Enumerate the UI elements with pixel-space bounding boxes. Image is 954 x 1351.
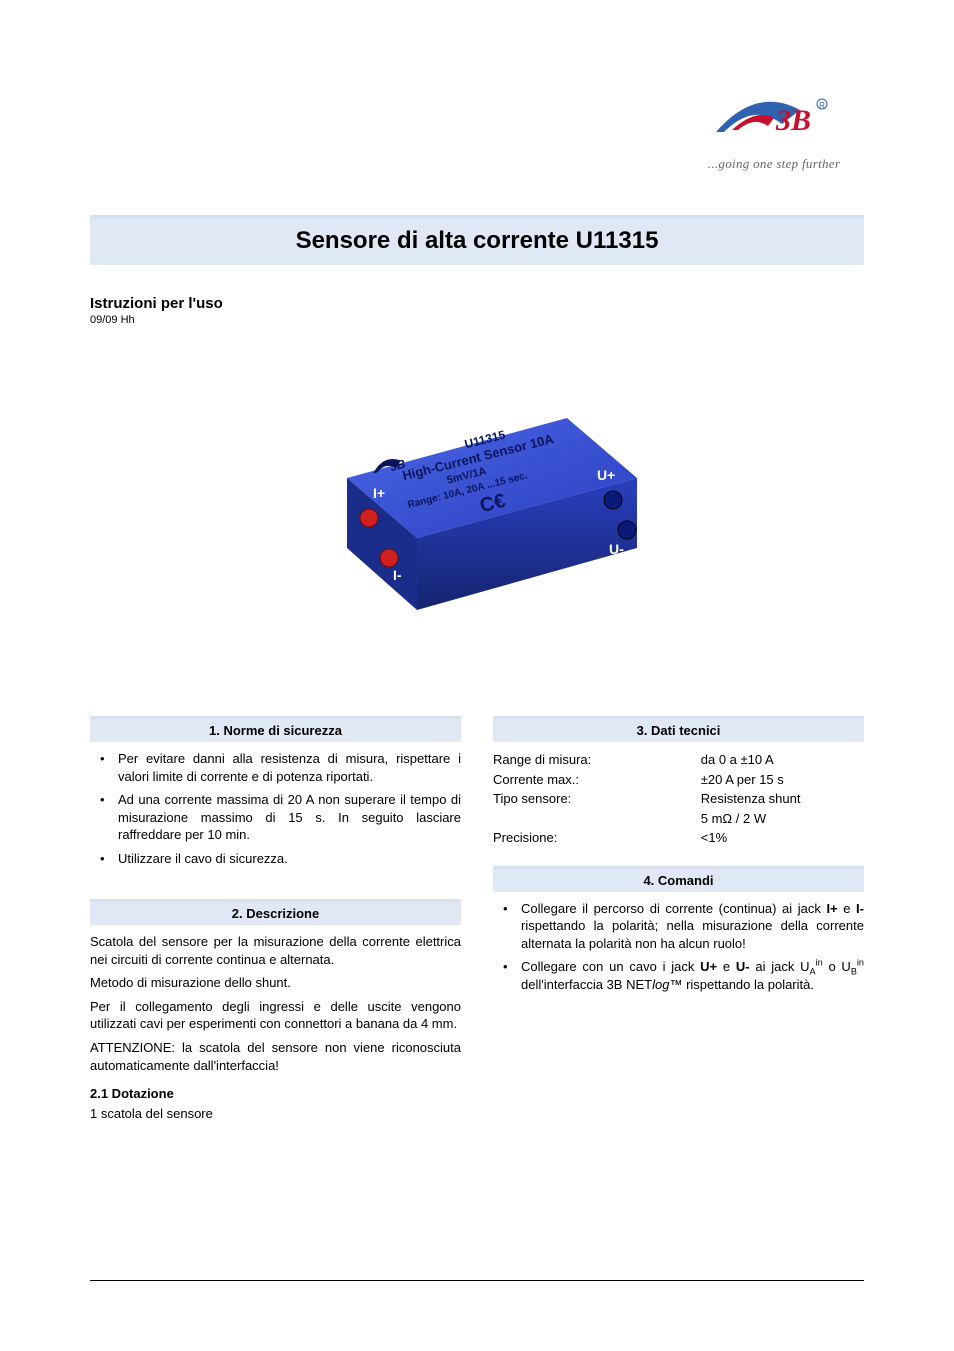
para: Scatola del sensore per la misurazione d… [90,933,461,968]
spec-label: Range di misura: [493,750,701,770]
spec-value: da 0 a ±10 A [701,750,864,770]
para: ATTENZIONE: la scatola del sensore non v… [90,1039,461,1074]
subheader: Istruzioni per l'uso 09/09 Hh [90,295,864,326]
svg-text:U-: U- [609,541,624,557]
spec-label: Tipo sensore: [493,789,701,809]
table-row: Range di misura: da 0 a ±10 A [493,750,864,770]
document-title: Sensore di alta corrente U11315 [90,227,864,255]
table-row: Precisione: <1% [493,828,864,848]
list-item: Collegare con un cavo i jack U+ e U- ai … [493,958,864,993]
page: 3B R ...going one step further Sensore d… [0,0,954,1351]
commands-list: Collegare il percorso di corrente (conti… [493,900,864,994]
para: Per il collegamento degli ingressi e del… [90,998,461,1033]
section-commands-head: 4. Comandi [493,866,864,892]
spec-value: ±20 A per 15 s [701,770,864,790]
footer-rule [90,1280,864,1281]
safety-list: Per evitare danni alla resistenza di mis… [90,750,461,867]
spec-label [493,809,701,829]
title-bar: Sensore di alta corrente U11315 [90,215,864,265]
brand-tagline: ...going one step further [684,156,864,172]
product-photo: U11315 High-Current Sensor 10A 5mV/1A Ra… [217,348,737,698]
section-safety-head: 1. Norme di sicurezza [90,716,461,742]
brand-logo-icon: 3B R [714,80,834,150]
left-column: 1. Norme di sicurezza Per evitare danni … [90,716,461,1129]
spec-label: Corrente max.: [493,770,701,790]
brand-logo-area: 3B R ...going one step further [684,80,864,172]
product-box-icon: U11315 High-Current Sensor 10A 5mV/1A Ra… [257,358,697,658]
svg-text:U+: U+ [597,467,615,483]
table-row: 5 mΩ / 2 W [493,809,864,829]
para: Metodo di misurazione dello shunt. [90,974,461,992]
spec-value: <1% [701,828,864,848]
right-column: 3. Dati tecnici Range di misura: da 0 a … [493,716,864,1129]
section-description-head: 2. Descrizione [90,899,461,925]
subsection-head: 2.1 Dotazione [90,1086,461,1101]
spec-table: Range di misura: da 0 a ±10 A Corrente m… [493,750,864,848]
para: 1 scatola del sensore [90,1105,461,1123]
table-row: Tipo sensore: Resistenza shunt [493,789,864,809]
spec-value: 5 mΩ / 2 W [701,809,864,829]
spec-value: Resistenza shunt [701,789,864,809]
svg-text:I+: I+ [373,485,385,501]
list-item: Utilizzare il cavo di sicurezza. [90,850,461,868]
list-item: Ad una corrente massima di 20 A non supe… [90,791,461,844]
list-item: Per evitare danni alla resistenza di mis… [90,750,461,785]
svg-text:I-: I- [393,567,402,583]
svg-text:R: R [819,101,825,110]
brand-logo-text: 3B [775,104,811,137]
list-item: Collegare il percorso di corrente (conti… [493,900,864,953]
instructions-label: Istruzioni per l'uso [90,295,864,312]
content-columns: 1. Norme di sicurezza Per evitare danni … [90,716,864,1129]
doc-date: 09/09 Hh [90,314,864,326]
spec-label: Precisione: [493,828,701,848]
section-tech-head: 3. Dati tecnici [493,716,864,742]
table-row: Corrente max.: ±20 A per 15 s [493,770,864,790]
